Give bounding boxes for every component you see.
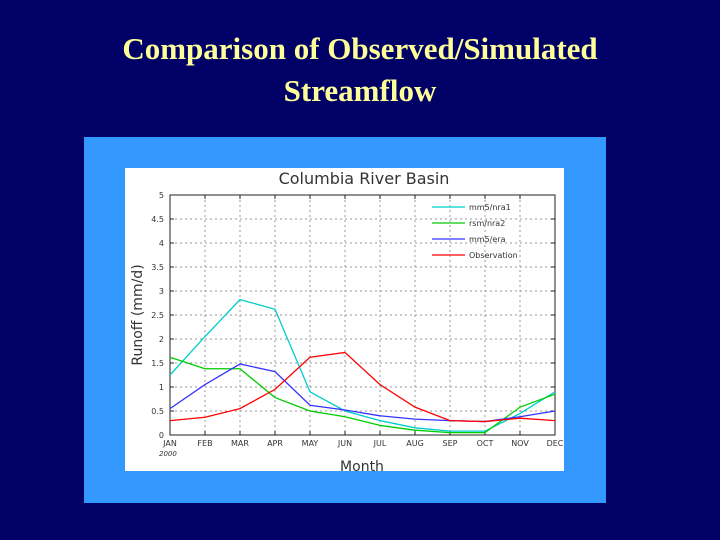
- x-tick-label: JAN: [162, 439, 177, 448]
- y-tick-label: 2.5: [151, 311, 164, 320]
- slide-title: Comparison of Observed/Simulated Streamf…: [0, 28, 720, 112]
- legend-label: mm5/nra1: [469, 203, 511, 212]
- y-tick-label: 1: [159, 383, 164, 392]
- y-tick-label: 4.5: [151, 215, 164, 224]
- y-axis-label: Runoff (mm/d): [130, 264, 146, 365]
- legend-label: mm5/era: [469, 235, 506, 244]
- x-tick-label: MAR: [231, 439, 249, 448]
- slide-title-line-2: Streamflow: [283, 73, 437, 108]
- slide-title-line-1: Comparison of Observed/Simulated: [122, 31, 598, 66]
- x-tick-label: DEC: [547, 439, 564, 448]
- x-tick-label: NOV: [511, 439, 529, 448]
- x-tick-label: APR: [267, 439, 283, 448]
- legend-label: rsm/nra2: [469, 219, 505, 228]
- x-tick-label: MAY: [302, 439, 319, 448]
- x-tick-label: FEB: [197, 439, 212, 448]
- y-tick-label: 4: [159, 239, 164, 248]
- series-line-mm5-era: [169, 363, 556, 423]
- y-tick-label: 0.5: [151, 407, 164, 416]
- y-tick-label: 3.5: [151, 263, 164, 272]
- y-tick-label: 1.5: [151, 359, 164, 368]
- x-tick-label: SEP: [443, 439, 458, 448]
- series-line-observation: [169, 351, 556, 423]
- x-tick-label: JUL: [373, 439, 387, 448]
- legend-label: Observation: [469, 251, 518, 260]
- x-axis-label: Month: [340, 459, 384, 475]
- plot-area-border: [169, 194, 556, 436]
- series-line-rsm-nra2: [169, 356, 556, 434]
- y-tick-label: 0: [159, 431, 164, 440]
- x-tick-label: OCT: [477, 439, 494, 448]
- x-tick-label: JUN: [337, 439, 352, 448]
- y-tick-label: 3: [159, 287, 164, 296]
- x-tick-label: AUG: [406, 439, 424, 448]
- y-tick-label: 5: [159, 191, 164, 200]
- y-tick-label: 2: [159, 335, 164, 344]
- chart-title: Columbia River Basin: [279, 169, 450, 188]
- year-label: 2000: [159, 450, 177, 458]
